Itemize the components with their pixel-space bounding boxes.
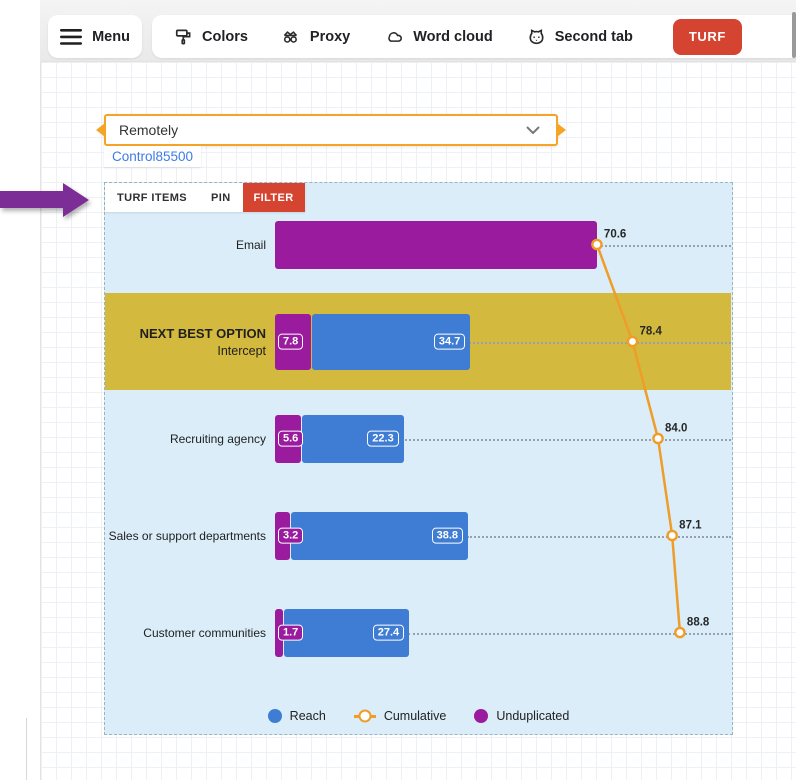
chart-legend: Reach Cumulative Unduplicated (105, 709, 732, 723)
design-canvas-grid: Remotely Control85500 TURF ITEMS PIN FIL… (40, 62, 796, 780)
animal-face-icon (529, 29, 544, 45)
chart-row: NEXT BEST OPTION Intercept 7.8 34.7 (105, 293, 731, 390)
leader-line (407, 632, 731, 635)
row-plot (275, 196, 731, 293)
row-plot: 5.6 22.3 (275, 390, 731, 487)
tab-strip: Colors Proxy Word cloud (152, 15, 796, 58)
row-label: Recruiting agency (169, 431, 266, 446)
hamburger-icon (60, 28, 83, 45)
legend-reach: Reach (267, 709, 326, 723)
tab-colors-label: Colors (202, 28, 248, 45)
tab-proxy[interactable]: Proxy (282, 27, 350, 46)
row-label: Sales or support departments (108, 528, 266, 543)
widget-tab-bar: TURF ITEMS PIN FILTER (105, 183, 305, 212)
unduplicated-value: 1.7 (278, 624, 304, 641)
leader-line (466, 535, 731, 538)
unduplicated-bar[interactable]: 5.6 (275, 414, 304, 463)
widget-tab-filter[interactable]: FILTER (242, 183, 305, 212)
cloud-icon (388, 32, 403, 42)
legend-reach-label: Reach (289, 709, 326, 723)
widget-tab-turf-items[interactable]: TURF ITEMS (117, 191, 187, 204)
unduplicated-value: 7.8 (278, 333, 304, 350)
tab-word-cloud-label: Word cloud (413, 28, 493, 45)
chart-row: Sales or support departments 3.2 38.8 (105, 487, 731, 584)
tab-word-cloud[interactable]: Word cloud (384, 27, 493, 46)
menu-label: Menu (92, 28, 130, 45)
menu-button[interactable]: Menu (48, 15, 142, 58)
chart-row: Recruiting agency 5.6 22.3 (105, 390, 731, 487)
legend-unduplicated-label: Unduplicated (496, 709, 570, 723)
leader-line (402, 438, 731, 441)
turf-widget: TURF ITEMS PIN FILTER Email NEXT BEST OPT… (104, 182, 733, 735)
unduplicated-value: 5.6 (278, 430, 304, 447)
chart-row: Customer communities 1.7 27.4 (105, 584, 731, 681)
unduplicated-bar[interactable]: 1.7 (275, 608, 304, 657)
legend-cumulative-label: Cumulative (383, 709, 447, 723)
tab-turf-active[interactable]: TURF (672, 18, 742, 55)
arrow-shaft (0, 191, 63, 208)
row-plot: 1.7 27.4 (275, 584, 731, 681)
reach-value: 22.3 (367, 430, 399, 447)
reach-bar[interactable]: 27.4 (284, 608, 410, 657)
reach-dot-icon (267, 709, 282, 723)
chevron-down-icon (526, 126, 540, 134)
reach-value: 34.7 (433, 333, 466, 350)
tab-second-tab-label: Second tab (554, 28, 633, 45)
selection-handle-right[interactable] (557, 123, 566, 137)
legend-cumulative: Cumulative (353, 709, 447, 723)
leader-line (596, 244, 731, 247)
row-label: NEXT BEST OPTION Intercept (139, 325, 266, 358)
row-plot: 7.8 34.7 (275, 293, 731, 390)
scrollbar-thumb[interactable] (792, 12, 796, 58)
chart-row: Email (105, 196, 731, 293)
arrow-head-icon (63, 183, 89, 217)
reach-value: 27.4 (372, 624, 405, 641)
legend-unduplicated: Unduplicated (474, 709, 569, 723)
tab-colors[interactable]: Colors (174, 27, 248, 46)
tab-proxy-label: Proxy (309, 28, 351, 45)
top-toolbar: Menu Colors Proxy Word clou (40, 0, 796, 62)
selection-handle-left[interactable] (96, 123, 105, 137)
chart-rows: Email NEXT BEST OPTION Intercept 7.8 34.7 Rec… (105, 196, 731, 681)
cumulative-line-icon (353, 714, 376, 718)
leader-line (468, 341, 731, 344)
row-label: Customer communities (143, 625, 266, 640)
unduplicated-bar[interactable] (275, 220, 597, 269)
unduplicated-bar[interactable]: 3.2 (275, 511, 304, 560)
annotation-arrow (0, 183, 90, 217)
row-label: Email (235, 237, 266, 252)
tab-second-tab[interactable]: Second tab (527, 27, 633, 46)
glasses-icon (283, 31, 297, 43)
unduplicated-dot-icon (474, 709, 489, 723)
panel-divider (26, 718, 27, 780)
reach-value: 38.8 (431, 527, 463, 544)
unduplicated-bar[interactable]: 7.8 (275, 313, 311, 370)
reach-bar[interactable]: 34.7 (312, 313, 471, 370)
unduplicated-value: 3.2 (278, 527, 304, 544)
question-dropdown[interactable]: Remotely (96, 114, 566, 146)
paint-roller-icon (175, 29, 191, 45)
dropdown-value: Remotely (119, 122, 179, 138)
widget-tab-pin[interactable]: PIN (211, 191, 231, 204)
control-id-label: Control85500 (104, 146, 202, 167)
reach-bar[interactable]: 38.8 (291, 511, 468, 560)
reach-bar[interactable]: 22.3 (302, 414, 404, 463)
row-plot: 3.2 38.8 (275, 487, 731, 584)
